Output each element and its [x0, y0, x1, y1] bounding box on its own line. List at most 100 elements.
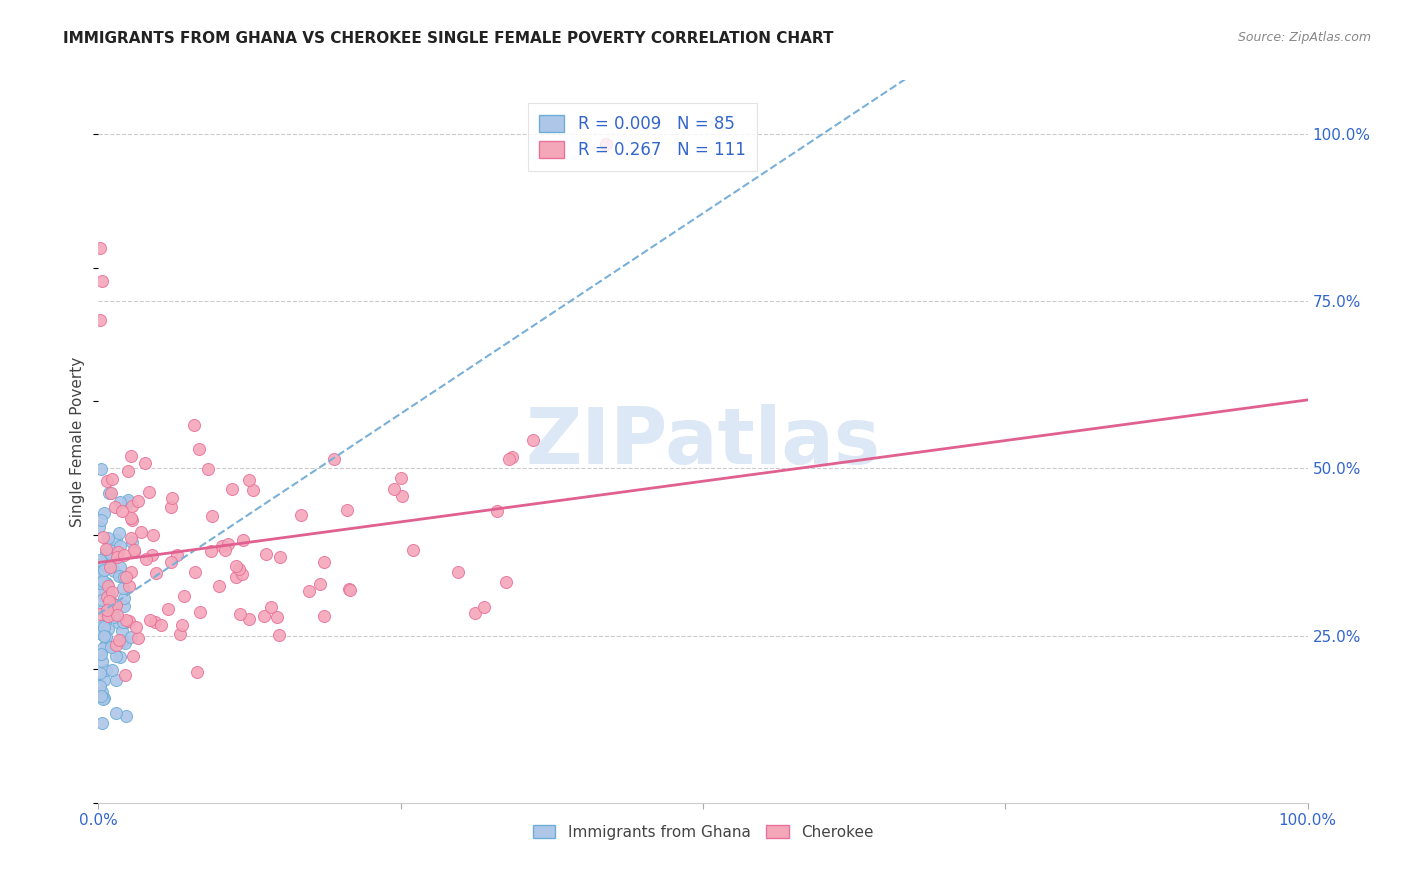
Point — [108, 650, 131, 665]
Point — [166, 548, 188, 562]
Point — [112, 599, 135, 614]
Point — [91, 603, 114, 617]
Point — [107, 545, 129, 559]
Point — [150, 617, 173, 632]
Point — [127, 493, 149, 508]
Point — [134, 456, 156, 470]
Point — [107, 633, 129, 648]
Point — [105, 639, 128, 653]
Point — [498, 452, 520, 467]
Point — [225, 569, 247, 583]
Point — [110, 540, 132, 554]
Point — [104, 706, 127, 721]
Point — [187, 442, 209, 456]
Point — [90, 648, 112, 662]
Text: IMMIGRANTS FROM GHANA VS CHEROKEE SINGLE FEMALE POVERTY CORRELATION CHART: IMMIGRANTS FROM GHANA VS CHEROKEE SINGLE… — [63, 31, 834, 46]
Point — [111, 634, 134, 648]
Point — [160, 555, 183, 569]
Point — [97, 609, 120, 624]
Point — [101, 663, 124, 677]
Point — [242, 483, 264, 498]
Point — [111, 624, 134, 639]
Point — [120, 450, 142, 464]
Point — [207, 579, 229, 593]
Point — [464, 606, 486, 620]
Point — [214, 543, 236, 558]
Point — [108, 525, 131, 540]
Point — [91, 692, 114, 706]
Point — [90, 654, 112, 668]
Point — [115, 708, 138, 723]
Point — [121, 534, 143, 549]
Point — [112, 615, 135, 630]
Point — [112, 582, 135, 596]
Point — [382, 482, 405, 496]
Point — [495, 574, 517, 589]
Point — [94, 616, 117, 631]
Point — [96, 603, 118, 617]
Point — [91, 641, 114, 656]
Point — [87, 566, 110, 580]
Point — [91, 586, 114, 600]
Point — [225, 558, 247, 573]
Point — [90, 462, 112, 476]
Point — [110, 569, 132, 583]
Point — [108, 568, 131, 582]
Point — [87, 520, 110, 534]
Point — [93, 673, 115, 687]
Point — [103, 603, 125, 617]
Point — [89, 241, 111, 255]
Point — [162, 491, 184, 505]
Point — [188, 606, 211, 620]
Point — [89, 576, 111, 591]
Point — [96, 590, 118, 604]
Point — [100, 486, 122, 500]
Point — [89, 648, 111, 662]
Point — [108, 615, 131, 630]
Point — [143, 615, 166, 629]
Point — [94, 631, 117, 645]
Point — [117, 495, 139, 509]
Point — [105, 549, 128, 564]
Point — [122, 545, 145, 559]
Point — [120, 511, 142, 525]
Point — [90, 593, 112, 607]
Point — [93, 563, 115, 577]
Point — [267, 628, 290, 642]
Point — [298, 584, 321, 599]
Point — [112, 570, 135, 584]
Point — [98, 587, 121, 601]
Point — [231, 567, 253, 582]
Legend: Immigrants from Ghana, Cherokee: Immigrants from Ghana, Cherokee — [526, 819, 880, 846]
Point — [97, 622, 120, 636]
Point — [104, 500, 127, 514]
Point — [254, 547, 277, 561]
Point — [145, 566, 167, 581]
Point — [87, 626, 110, 640]
Point — [142, 527, 165, 541]
Point — [100, 551, 122, 566]
Point — [197, 461, 219, 475]
Point — [87, 558, 110, 572]
Point — [96, 474, 118, 488]
Text: Source: ZipAtlas.com: Source: ZipAtlas.com — [1237, 31, 1371, 45]
Point — [89, 313, 111, 327]
Point — [211, 539, 233, 553]
Point — [260, 600, 283, 615]
Point — [93, 589, 115, 603]
Point — [290, 508, 312, 523]
Point — [314, 555, 336, 569]
Point — [183, 417, 205, 432]
Point — [89, 553, 111, 567]
Point — [105, 599, 128, 613]
Point — [141, 549, 163, 563]
Point — [89, 665, 111, 680]
Point — [135, 552, 157, 566]
Point — [122, 542, 145, 557]
Point — [120, 630, 142, 644]
Point — [186, 665, 208, 679]
Point — [232, 533, 254, 548]
Point — [94, 542, 117, 557]
Point — [173, 590, 195, 604]
Point — [169, 627, 191, 641]
